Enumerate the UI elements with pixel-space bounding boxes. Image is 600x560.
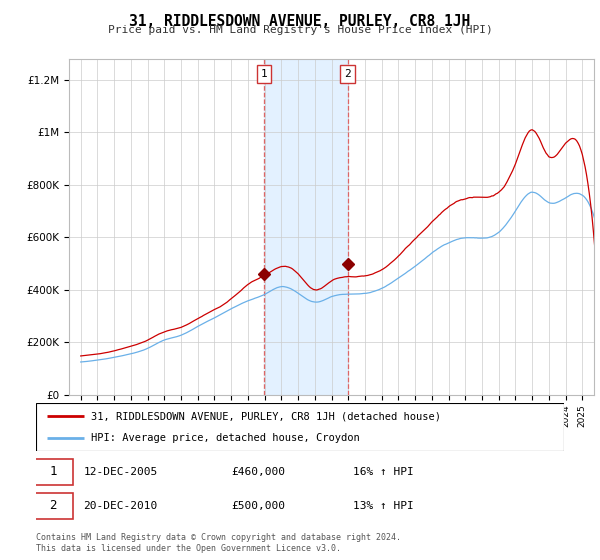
Text: 1: 1 — [49, 465, 57, 478]
FancyBboxPatch shape — [34, 459, 73, 484]
Text: 2: 2 — [344, 69, 351, 79]
Text: 1: 1 — [260, 69, 268, 79]
Text: 31, RIDDLESDOWN AVENUE, PURLEY, CR8 1JH (detached house): 31, RIDDLESDOWN AVENUE, PURLEY, CR8 1JH … — [91, 411, 442, 421]
Text: £460,000: £460,000 — [232, 466, 286, 477]
Text: 20-DEC-2010: 20-DEC-2010 — [83, 501, 158, 511]
Text: Contains HM Land Registry data © Crown copyright and database right 2024.
This d: Contains HM Land Registry data © Crown c… — [36, 533, 401, 553]
Text: 31, RIDDLESDOWN AVENUE, PURLEY, CR8 1JH: 31, RIDDLESDOWN AVENUE, PURLEY, CR8 1JH — [130, 14, 470, 29]
Text: 12-DEC-2005: 12-DEC-2005 — [83, 466, 158, 477]
Text: HPI: Average price, detached house, Croydon: HPI: Average price, detached house, Croy… — [91, 433, 360, 443]
FancyBboxPatch shape — [36, 403, 564, 451]
Text: 13% ↑ HPI: 13% ↑ HPI — [353, 501, 413, 511]
Text: Price paid vs. HM Land Registry's House Price Index (HPI): Price paid vs. HM Land Registry's House … — [107, 25, 493, 35]
Text: £500,000: £500,000 — [232, 501, 286, 511]
FancyBboxPatch shape — [34, 493, 73, 519]
Text: 16% ↑ HPI: 16% ↑ HPI — [353, 466, 413, 477]
Text: 2: 2 — [49, 500, 57, 512]
Bar — [264, 59, 347, 395]
